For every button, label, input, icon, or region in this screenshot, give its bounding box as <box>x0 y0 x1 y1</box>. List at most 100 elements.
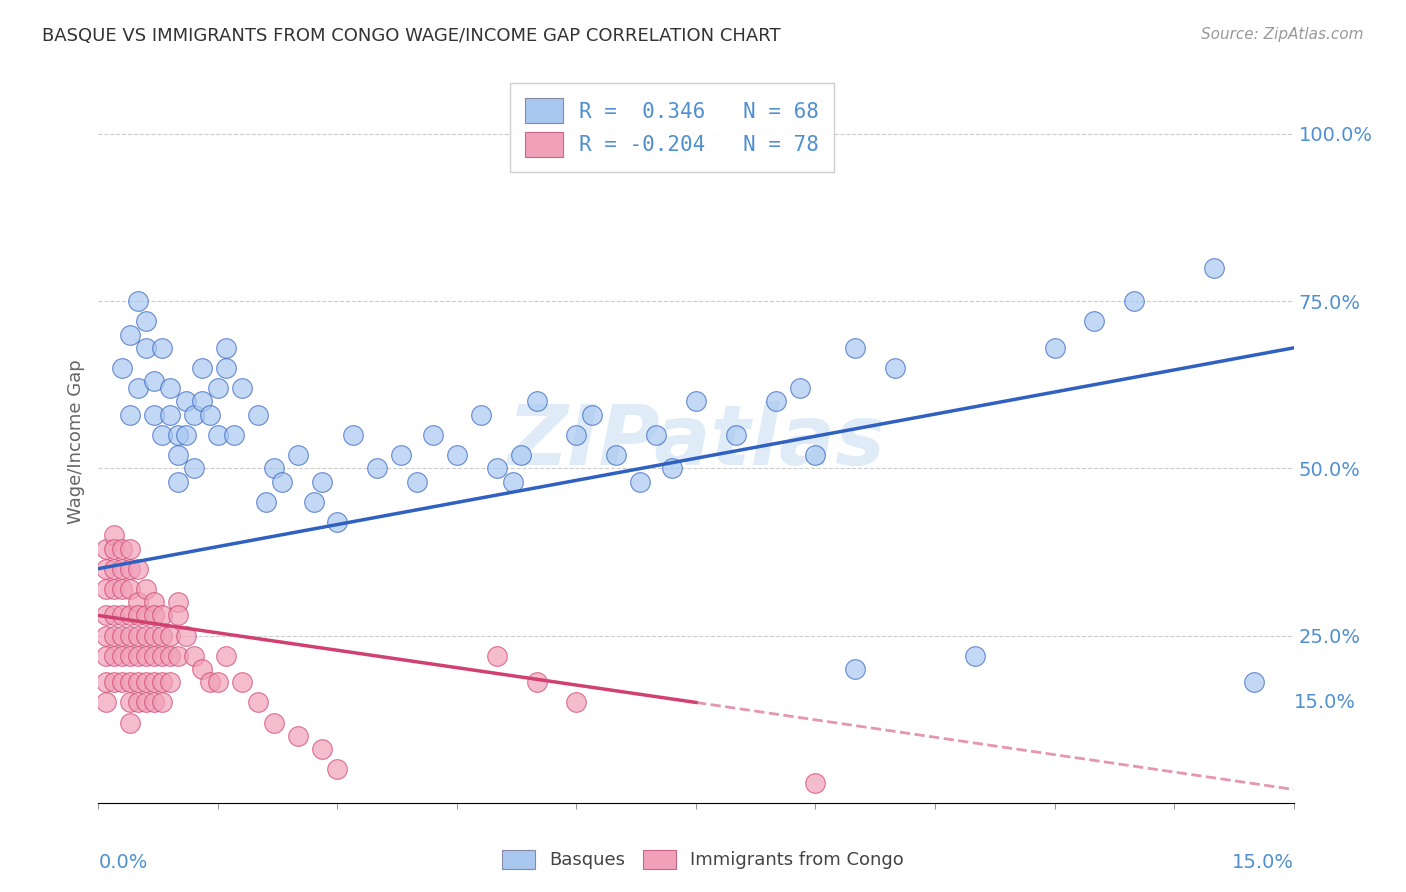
Point <box>150 341 173 355</box>
Point <box>844 341 866 355</box>
Point <box>207 381 229 395</box>
Point <box>565 427 588 442</box>
Point <box>127 696 149 710</box>
Point <box>103 562 125 576</box>
Point <box>167 427 190 442</box>
Text: ZIPatlas: ZIPatlas <box>508 401 884 482</box>
Text: BASQUE VS IMMIGRANTS FROM CONGO WAGE/INCOME GAP CORRELATION CHART: BASQUE VS IMMIGRANTS FROM CONGO WAGE/INC… <box>42 27 780 45</box>
Point <box>287 729 309 743</box>
Point <box>120 648 142 663</box>
Point <box>270 475 292 489</box>
Point <box>135 582 157 596</box>
Point <box>685 394 707 409</box>
Point <box>120 562 142 576</box>
Point <box>143 628 166 642</box>
Point <box>222 427 245 442</box>
Point <box>215 341 238 355</box>
Point <box>159 628 181 642</box>
Point <box>1083 314 1105 328</box>
Point <box>120 715 142 730</box>
Text: 15.0%: 15.0% <box>1294 693 1355 712</box>
Point <box>231 675 253 690</box>
Point <box>167 448 190 462</box>
Point <box>326 762 349 776</box>
Point <box>502 475 524 489</box>
Point <box>215 361 238 376</box>
Point <box>661 461 683 475</box>
Point <box>159 675 181 690</box>
Point <box>96 541 118 556</box>
Point <box>111 648 134 663</box>
Point <box>1043 341 1066 355</box>
Point <box>96 608 118 623</box>
Point <box>111 562 134 576</box>
Point <box>120 327 142 342</box>
Point <box>302 494 325 508</box>
Point <box>628 475 651 489</box>
Point <box>311 475 333 489</box>
Point <box>174 427 197 442</box>
Point <box>111 675 134 690</box>
Point <box>120 675 142 690</box>
Point <box>111 541 134 556</box>
Point <box>605 448 627 462</box>
Point <box>143 608 166 623</box>
Point <box>1123 294 1146 309</box>
Point <box>191 662 214 676</box>
Point <box>120 582 142 596</box>
Legend: R =  0.346   N = 68, R = -0.204   N = 78: R = 0.346 N = 68, R = -0.204 N = 78 <box>510 84 834 172</box>
Point <box>143 408 166 422</box>
Point <box>1202 260 1225 275</box>
Point <box>326 515 349 529</box>
Point <box>127 595 149 609</box>
Point <box>246 408 269 422</box>
Point <box>287 448 309 462</box>
Text: 15.0%: 15.0% <box>1232 854 1294 872</box>
Point <box>143 595 166 609</box>
Point <box>446 448 468 462</box>
Point <box>254 494 277 508</box>
Point <box>389 448 412 462</box>
Point <box>111 608 134 623</box>
Point <box>191 361 214 376</box>
Point <box>263 461 285 475</box>
Point <box>581 408 603 422</box>
Point <box>127 608 149 623</box>
Point <box>120 628 142 642</box>
Point <box>804 776 827 790</box>
Point <box>143 375 166 389</box>
Point <box>103 608 125 623</box>
Point <box>191 394 214 409</box>
Point <box>311 742 333 756</box>
Point <box>366 461 388 475</box>
Point <box>844 662 866 676</box>
Point <box>135 628 157 642</box>
Point <box>183 408 205 422</box>
Legend: Basques, Immigrants from Congo: Basques, Immigrants from Congo <box>494 841 912 879</box>
Point <box>127 628 149 642</box>
Point <box>207 427 229 442</box>
Point <box>207 675 229 690</box>
Point <box>135 696 157 710</box>
Point <box>120 541 142 556</box>
Point <box>96 628 118 642</box>
Point <box>120 696 142 710</box>
Point <box>724 427 747 442</box>
Point <box>143 648 166 663</box>
Point <box>183 461 205 475</box>
Point <box>103 582 125 596</box>
Text: 0.0%: 0.0% <box>98 854 148 872</box>
Point <box>103 675 125 690</box>
Point <box>150 648 173 663</box>
Point <box>135 675 157 690</box>
Point <box>183 648 205 663</box>
Point <box>150 427 173 442</box>
Point <box>120 608 142 623</box>
Point <box>167 648 190 663</box>
Point <box>246 696 269 710</box>
Point <box>804 448 827 462</box>
Point <box>198 408 221 422</box>
Point <box>765 394 787 409</box>
Point <box>143 696 166 710</box>
Point <box>1243 675 1265 690</box>
